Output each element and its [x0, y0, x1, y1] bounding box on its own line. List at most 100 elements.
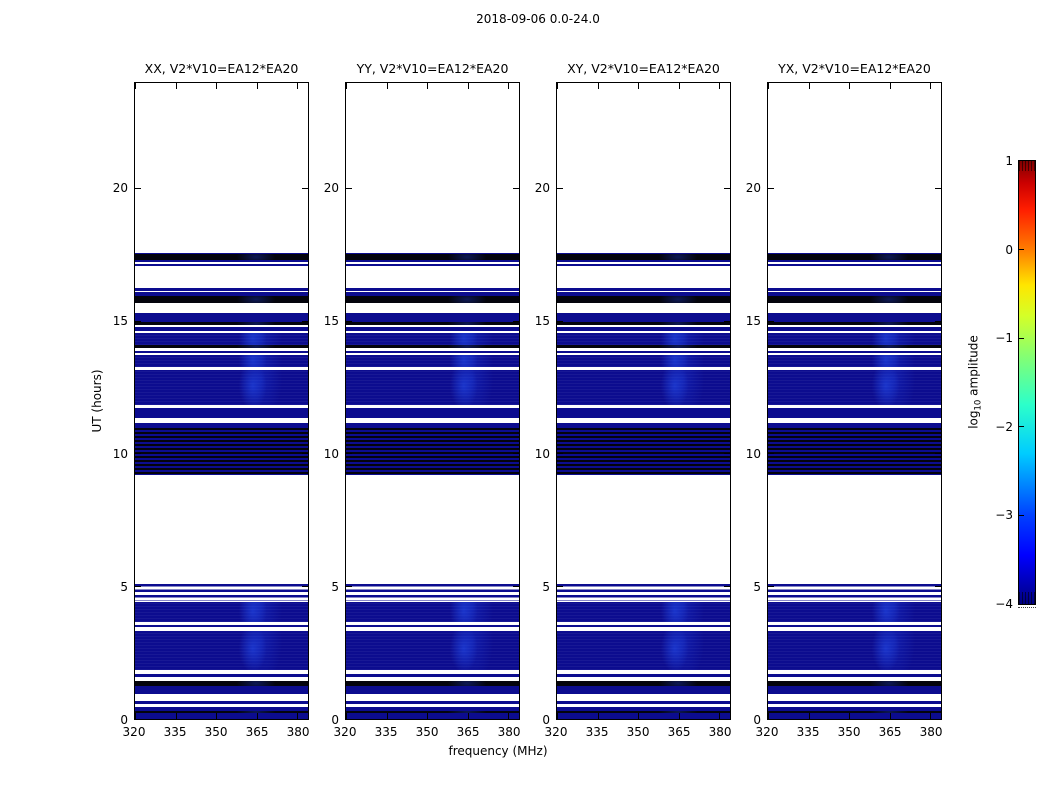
x-tick	[849, 713, 851, 719]
data-band	[768, 631, 941, 671]
data-band	[135, 327, 308, 332]
data-band	[346, 260, 519, 263]
data-band	[135, 260, 308, 263]
colorbar-tick-label: −2	[995, 419, 1013, 434]
x-tick	[135, 713, 136, 719]
data-band	[135, 355, 308, 368]
panel-title-xy: XY, V2*V10=EA12*EA20	[567, 61, 720, 76]
data-band	[346, 681, 519, 687]
y-tick	[513, 188, 519, 189]
x-tick	[768, 83, 769, 89]
x-tick	[175, 713, 177, 719]
data-band	[135, 252, 308, 255]
y-tick-label: 20	[112, 181, 128, 196]
data-band	[768, 254, 941, 260]
x-tick	[930, 713, 932, 719]
x-tick	[508, 83, 510, 89]
y-tick-label: 0	[753, 713, 761, 727]
data-band	[346, 674, 519, 678]
data-band	[557, 260, 730, 263]
data-band	[135, 711, 308, 713]
x-tick	[386, 713, 388, 719]
data-band	[135, 602, 308, 623]
data-band	[557, 707, 730, 712]
x-tick-label: 380	[497, 725, 521, 739]
data-band	[135, 296, 308, 304]
colorbar-tick-label: −4	[995, 597, 1013, 611]
x-tick	[427, 83, 429, 89]
y-tick	[513, 320, 519, 322]
colorbar-tick-label: 0	[1005, 242, 1013, 257]
data-band	[346, 254, 519, 260]
panel-title-xx: XX, V2*V10=EA12*EA20	[144, 61, 299, 76]
panel-title-yx: YX, V2*V10=EA12*EA20	[778, 61, 931, 76]
data-band	[557, 313, 730, 323]
colorbar-top-hatch	[1019, 161, 1035, 171]
data-band	[768, 313, 941, 323]
colorbar-tick-label: −1	[995, 331, 1013, 346]
y-tick	[557, 585, 563, 587]
data-band	[557, 423, 730, 429]
data-band	[768, 423, 941, 429]
y-tick	[768, 585, 774, 587]
y-tick-label: 15	[745, 314, 761, 329]
y-tick-label: 5	[753, 580, 761, 595]
x-tick	[557, 83, 558, 89]
x-tick	[216, 83, 218, 89]
y-tick	[768, 188, 774, 189]
data-band	[557, 674, 730, 678]
y-tick	[724, 320, 730, 322]
x-tick	[135, 83, 136, 89]
data-band	[346, 686, 519, 695]
data-band	[557, 686, 730, 695]
data-band	[135, 407, 308, 418]
x-tick-label: 335	[585, 725, 609, 739]
data-band	[135, 686, 308, 695]
colorbar-tick-label: −3	[995, 508, 1013, 523]
data-band	[557, 351, 730, 354]
data-band	[768, 260, 941, 263]
data-band	[135, 701, 308, 705]
data-band	[768, 370, 941, 405]
panel-yx: YX, V2*V10=EA12*EA20 320 335 350 365 380 0 5 10 1…	[746, 61, 943, 739]
x-tick-label: 320	[122, 725, 146, 739]
x-tick-label: 350	[837, 725, 861, 739]
x-tick	[597, 83, 599, 89]
data-band	[346, 423, 519, 429]
y-tick-label: 20	[745, 181, 761, 196]
panel-yy: YY, V2*V10=EA12*EA20 320 335 350 365 380 0 5 10 1…	[324, 61, 521, 739]
data-band	[135, 674, 308, 678]
data-band	[768, 712, 941, 719]
data-band	[768, 625, 941, 628]
x-tick-label: 365	[456, 725, 480, 739]
data-band	[346, 345, 519, 348]
colorbar: 1 0 −1 −2 −3 −4	[995, 154, 1036, 611]
x-tick	[386, 83, 388, 89]
data-band	[768, 327, 941, 332]
data-band	[557, 681, 730, 687]
data-band	[135, 345, 308, 348]
data-band	[135, 288, 308, 292]
x-tick-label: 335	[796, 725, 820, 739]
x-tick	[678, 83, 680, 89]
y-tick-label: 5	[331, 580, 339, 595]
data-band	[768, 345, 941, 348]
data-band	[557, 370, 730, 405]
y-tick-label: 10	[323, 447, 339, 462]
y-tick	[935, 453, 941, 454]
x-tick	[719, 83, 721, 89]
data-band	[346, 712, 519, 719]
data-band	[346, 313, 519, 323]
colorbar-label-sub: 10	[973, 399, 984, 411]
data-band	[768, 428, 941, 475]
data-band	[135, 625, 308, 628]
data-band	[768, 296, 941, 304]
data-band	[346, 625, 519, 628]
y-tick-label: 5	[542, 580, 550, 595]
axes-xy	[556, 82, 731, 720]
data-band	[346, 584, 519, 602]
data-band	[768, 288, 941, 292]
data-band	[346, 288, 519, 292]
x-tick	[719, 713, 721, 719]
